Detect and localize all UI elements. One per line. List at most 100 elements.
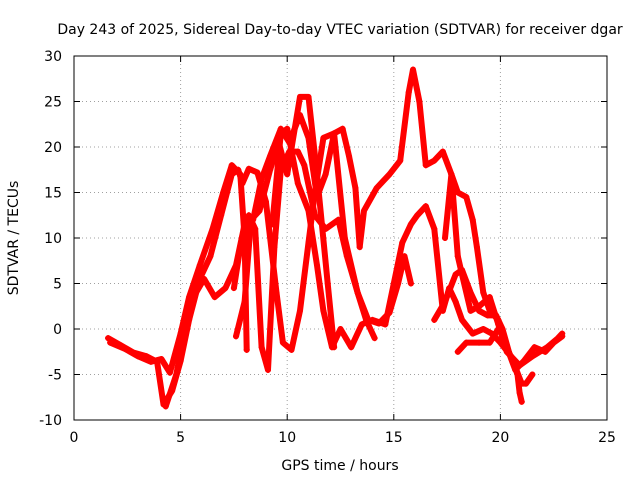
x-tick-label: 5 — [176, 430, 185, 446]
y-tick-label: 30 — [44, 49, 62, 65]
data-point — [469, 330, 476, 337]
data-point — [399, 239, 406, 246]
data-point — [294, 180, 301, 187]
data-point — [354, 289, 361, 296]
data-point — [409, 66, 416, 73]
data-point — [320, 134, 327, 141]
data-point — [230, 285, 237, 292]
data-point — [518, 398, 525, 405]
y-tick-label: -10 — [39, 413, 62, 429]
data-point — [476, 339, 483, 346]
data-point — [360, 207, 367, 214]
y-tick-label: 10 — [44, 231, 62, 247]
data-point — [322, 171, 329, 178]
data-point — [222, 285, 229, 292]
y-tick-label: 20 — [44, 140, 62, 156]
data-point — [386, 171, 393, 178]
data-point — [397, 157, 404, 164]
data-point — [422, 162, 429, 169]
data-point — [431, 225, 438, 232]
data-point — [503, 344, 510, 351]
chart-title: Day 243 of 2025, Sidereal Day-to-day VTE… — [57, 22, 623, 38]
data-point — [431, 157, 438, 164]
x-tick-label: 15 — [385, 430, 403, 446]
data-point — [228, 162, 235, 169]
data-point — [237, 171, 244, 178]
data-point — [405, 89, 412, 96]
data-point — [467, 289, 474, 296]
data-point — [256, 207, 263, 214]
data-point — [284, 171, 291, 178]
data-point — [441, 235, 448, 241]
data-point — [245, 165, 252, 172]
data-point — [459, 316, 466, 323]
data-point — [495, 316, 502, 323]
y-tick-label: 0 — [53, 322, 62, 338]
data-point — [514, 371, 521, 378]
data-point — [407, 221, 414, 228]
data-point — [512, 366, 519, 373]
data-point — [288, 346, 295, 353]
data-point — [339, 125, 346, 132]
data-point — [105, 335, 112, 342]
y-tick-label: 15 — [44, 186, 62, 202]
x-tick-label: 0 — [70, 430, 79, 446]
data-point — [158, 356, 165, 363]
data-point — [452, 271, 459, 278]
data-point — [454, 348, 461, 355]
data-point — [279, 339, 286, 346]
data-point — [476, 307, 483, 314]
data-point — [335, 216, 342, 223]
data-point — [311, 212, 318, 219]
data-point — [322, 225, 329, 232]
data-point — [243, 346, 250, 353]
data-point — [382, 321, 389, 328]
data-point — [480, 326, 487, 332]
data-point — [441, 298, 448, 305]
data-point — [233, 333, 240, 340]
axis-ticks — [73, 55, 608, 421]
y-tick-label: 5 — [53, 277, 62, 293]
data-point — [356, 244, 363, 251]
data-point — [473, 244, 480, 251]
data-point — [373, 184, 380, 191]
data-point — [314, 262, 321, 269]
data-point — [331, 130, 338, 137]
x-axis-label: GPS time / hours — [281, 458, 398, 474]
data-point — [371, 335, 378, 342]
data-point — [559, 333, 566, 340]
data-point — [414, 212, 421, 219]
data-point — [252, 225, 259, 232]
data-point — [296, 93, 303, 100]
y-tick-label: 25 — [44, 95, 62, 111]
data-point — [422, 203, 429, 210]
data-point — [454, 253, 461, 260]
data-point — [486, 339, 493, 346]
data-point — [459, 266, 466, 273]
data-point — [469, 216, 476, 223]
data-point — [301, 162, 308, 169]
data-point — [305, 93, 312, 100]
data-point — [258, 175, 265, 182]
data-point — [484, 312, 491, 319]
x-tick-label: 20 — [491, 430, 509, 446]
grid-lines — [74, 56, 607, 420]
data-point — [245, 212, 252, 219]
data-point — [454, 189, 461, 196]
data-point — [241, 298, 248, 305]
data-point — [122, 346, 129, 353]
data-point — [529, 371, 536, 378]
y-tick-label: -5 — [48, 368, 62, 384]
data-point — [531, 344, 538, 351]
data-point — [166, 369, 173, 376]
data-point — [207, 253, 214, 260]
data-point — [352, 184, 359, 191]
x-tick-label: 25 — [598, 430, 616, 446]
data-point — [267, 166, 274, 173]
data-point — [190, 294, 197, 301]
data-point — [296, 307, 303, 314]
data-point — [324, 280, 331, 287]
data-point — [448, 171, 455, 178]
